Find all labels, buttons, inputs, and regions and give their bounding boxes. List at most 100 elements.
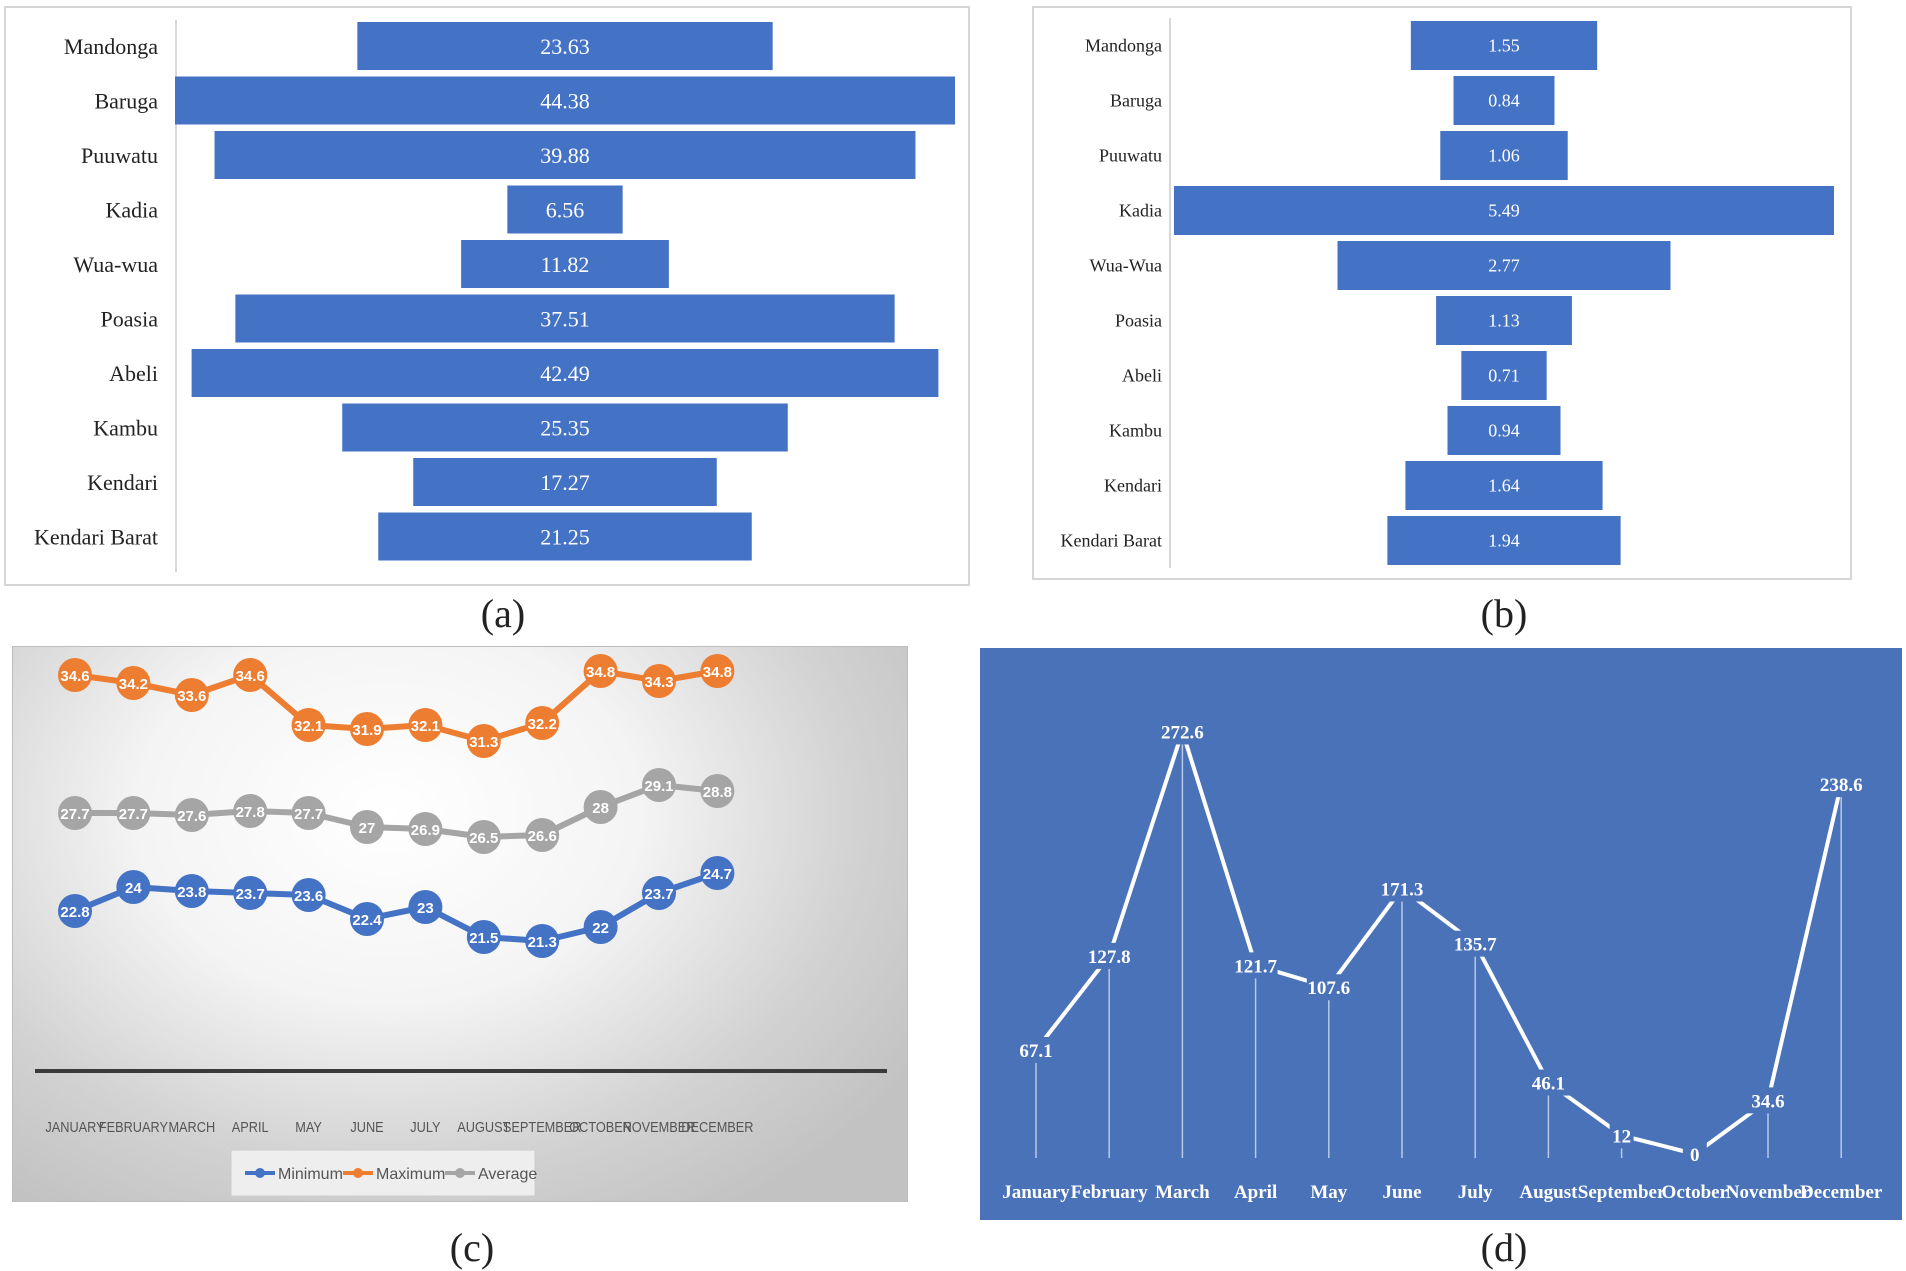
chart-c-data-label-average: 27.7 [119,806,148,823]
chart-c-data-label-maximum: 34.2 [119,676,148,693]
chart-c-data-label-average: 26.9 [411,822,440,839]
chart-c-legend-label-maximum: Maximum [376,1166,445,1183]
chart-a-bar [191,349,939,397]
chart-d-month-label: May [1310,1182,1347,1203]
chart-c-point-average [642,768,676,802]
chart-a-value-label: 23.63 [540,34,590,59]
chart-b-value-label: 0.94 [1488,421,1520,441]
chart-b-bar [1461,351,1547,400]
chart-b-category-label: Abeli [1122,366,1162,386]
chart-c-month-label: MARCH [168,1118,215,1135]
chart-a-value-label: 17.27 [540,470,590,495]
chart-c-data-label-maximum: 34.8 [703,664,732,681]
chart-b-category-label: Kendari [1104,476,1162,496]
chart-c-legend-box [230,1149,536,1197]
chart-c-data-label-average: 27 [359,820,376,837]
chart-c-data-label-average: 27.8 [236,804,265,821]
chart-d-data-label-bg [1609,1122,1634,1149]
chart-a-value-label: 44.38 [540,89,590,114]
chart-c-point-maximum [174,678,209,712]
chart-a-value-label: 21.25 [540,525,590,550]
chart-c-series-line-average [75,782,718,840]
chart-c-data-label-maximum: 34.3 [644,674,673,691]
chart-a-value-label: 39.88 [540,143,590,168]
chart-a-bar [175,76,955,125]
chart-d-series-line [1034,729,1844,1156]
chart-c-month-label: MAY [295,1118,322,1135]
chart-b-value-label: 1.06 [1488,146,1520,166]
chart-b-value-label: 1.94 [1488,531,1520,551]
chart-b-bar [1410,21,1598,70]
chart-d-data-label: 67.1 [1019,1041,1052,1062]
chart-d-data-label-bg [1380,875,1424,902]
chart-b-panel: Mandonga 1.55 Baruga 0.84 Puuwatu 1.06 Kadia 5.… [1032,6,1852,580]
chart-c-point-maximum [466,724,501,758]
chart-b-value-label: 5.49 [1488,201,1520,221]
chart-d-panel: 67.1 127.8 272.6 121.7 107.6 171.3 135.7 46.1 12… [980,648,1902,1220]
chart-b-category-label: Poasia [1115,311,1162,331]
chart-c-month-label: DECEMBER [681,1118,753,1135]
chart-c-point-average [525,818,560,852]
chart-d-month-label: August [1519,1182,1578,1203]
chart-c-month-label: AUGUST [457,1118,511,1135]
chart-c-data-label-minimum: 24.7 [703,866,732,883]
chart-b-bar [1174,186,1834,235]
chart-c-data-label-maximum: 34.8 [586,664,615,681]
chart-c-data-label-maximum: 33.6 [177,688,206,705]
chart-a-value-label: 11.82 [541,252,590,277]
chart-c-point-minimum [174,874,209,908]
chart-c-data-label-minimum: 23.7 [644,886,673,903]
chart-a-bar [413,458,717,506]
chart-d-data-label: 238.6 [1820,775,1863,796]
chart-c-svg: 34.6 34.2 33.6 34.6 32.1 31.9 32.1 31.3 32.2 34.8… [35,654,887,1197]
chart-d-data-label: 34.6 [1751,1091,1784,1112]
chart-c-point-maximum [583,654,618,688]
chart-c-month-label: JANUARY [45,1118,104,1135]
chart-a-value-label: 37.51 [540,307,590,332]
chart-b-bar [1440,131,1568,180]
chart-c-point-minimum [408,890,443,924]
chart-c-point-maximum [233,658,268,692]
chart-c-data-label-average: 27.6 [177,808,206,825]
chart-c-legend-label-average: Average [478,1166,537,1183]
chart-c-point-maximum [408,708,443,742]
chart-d-svg: 67.1 127.8 272.6 121.7 107.6 171.3 135.7 46.1 12… [1002,718,1883,1203]
chart-b-category-label: Puuwatu [1099,146,1162,166]
chart-c-data-label-minimum: 22 [592,920,609,937]
chart-c-point-minimum [116,870,151,904]
chart-a-panel: Mandonga 23.63 Baruga 44.38 Puuwatu 39.88 Kadi… [4,6,970,586]
chart-c-data-label-minimum: 23.7 [236,886,265,903]
chart-c-data-label-average: 29.1 [644,778,673,795]
chart-c-data-label-minimum: 22.4 [352,912,382,929]
chart-d-data-label-bg [1233,952,1278,979]
chart-b-value-label: 1.13 [1488,311,1520,331]
chart-a-value-label: 25.35 [540,416,590,441]
chart-c-point-maximum [291,708,326,742]
chart-d-month-label: October [1662,1182,1729,1203]
chart-c-data-label-minimum: 23.8 [177,884,206,901]
chart-d-data-label-bg [1453,930,1498,957]
chart-c-point-maximum [700,654,735,688]
caption-c: (c) [449,1225,495,1270]
chart-c-point-minimum [466,920,501,954]
chart-c-point-minimum [291,878,326,912]
chart-a-bar [461,240,669,288]
chart-c-legend-marker-average [455,1168,465,1178]
chart-c-panel: 34.6 34.2 33.6 34.6 32.1 31.9 32.1 31.3 32.2 34.8… [12,646,908,1202]
chart-c-data-label-maximum: 34.6 [60,668,89,685]
chart-b-category-label: Kendari Barat [1061,531,1162,551]
chart-d-data-label-bg [1682,1141,1707,1167]
chart-c-data-label-average: 28 [592,800,609,817]
chart-b-bar [1436,296,1572,345]
chart-d-data-label: 135.7 [1454,935,1497,956]
chart-c-point-average [233,794,268,828]
chart-c-point-average [350,810,384,844]
chart-c-point-average [466,820,501,854]
chart-d-month-label: April [1234,1182,1277,1203]
chart-c-month-label: APRIL [232,1118,269,1135]
chart-b-category-label: Kambu [1109,421,1162,441]
chart-c-data-label-average: 28.8 [703,784,732,801]
chart-c-point-average [700,774,735,808]
chart-c-point-average [408,812,443,846]
chart-c-point-average [291,796,326,830]
